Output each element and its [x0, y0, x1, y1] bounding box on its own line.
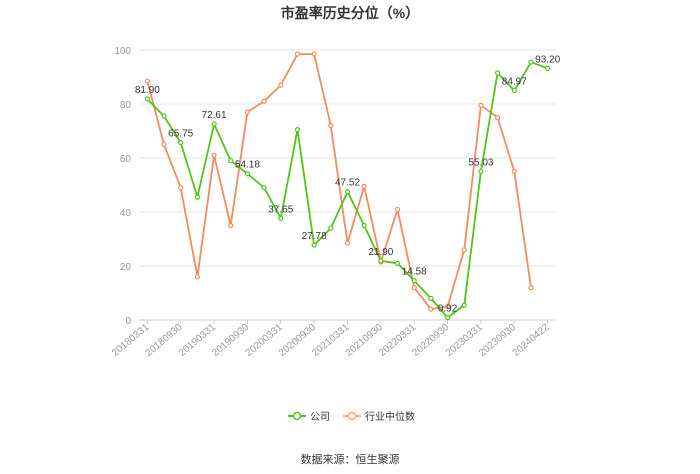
data-label-company: 55.03 — [468, 157, 493, 168]
legend-marker — [292, 411, 302, 421]
y-axis: 0 20 40 60 80 100 — [114, 46, 131, 327]
data-point-industry-median — [144, 78, 150, 84]
data-point-company — [361, 222, 367, 229]
legend-item-industry-median[interactable]: 行业中位数 — [343, 410, 415, 423]
data-point-company — [478, 168, 484, 175]
series-line-industry-median — [146, 53, 532, 311]
legend-marker — [347, 411, 357, 421]
data-label-company: 0.92 — [438, 304, 458, 315]
data-point-company — [278, 215, 284, 221]
y-tick-label: 40 — [120, 208, 132, 219]
data-point-company — [528, 59, 534, 65]
data-point-company — [178, 139, 184, 146]
data-point-industry-median — [361, 183, 367, 189]
data-label-company: 14.58 — [402, 267, 427, 278]
chart-title: 市盈率历史分位（%） — [281, 5, 419, 21]
data-label-company: 27.78 — [302, 231, 327, 242]
data-point-company — [161, 113, 167, 119]
data-point-industry-median — [211, 152, 217, 158]
y-tick-label: 0 — [125, 316, 131, 327]
data-point-company — [411, 278, 417, 284]
data-point-company — [511, 87, 517, 94]
data-label-company: 37.65 — [268, 204, 293, 215]
series-layer — [144, 51, 551, 321]
data-point-industry-median — [328, 122, 334, 129]
data-point-industry-median — [478, 102, 484, 108]
legend-label: 公司 — [310, 412, 330, 423]
data-point-company — [311, 242, 317, 248]
data-label-company: 72.61 — [202, 110, 227, 121]
data-point-company — [144, 96, 150, 102]
data-point-industry-median — [161, 141, 167, 148]
data-point-industry-median — [261, 98, 267, 104]
data-point-industry-median — [244, 109, 251, 115]
data-label-company: 93.20 — [535, 54, 560, 65]
data-point-company — [194, 194, 200, 200]
data-point-company — [344, 189, 351, 195]
data-label-company: 84.97 — [502, 77, 527, 88]
data-point-industry-median — [178, 185, 184, 191]
legend-item-company[interactable]: 公司 — [288, 411, 330, 423]
data-point-company — [244, 171, 251, 177]
data-point-company — [261, 185, 267, 191]
data-point-company — [461, 302, 467, 308]
data-point-company — [211, 121, 217, 127]
data-point-industry-median — [411, 285, 417, 291]
y-tick-label: 20 — [120, 262, 132, 273]
data-point-company — [545, 65, 551, 71]
data-label-company: 54.18 — [235, 160, 260, 171]
data-point-industry-median — [428, 306, 434, 312]
x-axis: 2018033120180930201903312019093020200331… — [110, 319, 556, 359]
data-label-company: 81.90 — [135, 85, 160, 96]
data-label-company: 65.75 — [168, 128, 193, 139]
data-point-company — [294, 127, 301, 133]
data-point-company — [495, 70, 501, 76]
y-tick-label: 80 — [120, 100, 132, 111]
data-label-company: 21.90 — [368, 247, 393, 258]
data-point-industry-median — [394, 206, 401, 212]
data-point-industry-median — [511, 168, 517, 175]
data-point-industry-median — [194, 274, 200, 280]
legend-label: 行业中位数 — [365, 410, 415, 423]
data-point-industry-median — [344, 240, 351, 246]
y-tick-label: 60 — [120, 154, 132, 165]
data-point-industry-median — [228, 222, 234, 229]
source-note: 数据来源：恒生聚源 — [301, 452, 400, 466]
data-labels: 81.90 65.75 72.61 54.18 37.65 27.78 47.52 21.90… — [135, 54, 561, 314]
data-point-industry-median — [528, 285, 534, 291]
data-point-company — [428, 295, 434, 301]
data-label-company: 47.52 — [335, 178, 360, 189]
data-point-company — [444, 314, 451, 321]
data-point-company — [328, 225, 334, 231]
data-point-industry-median — [278, 82, 284, 88]
data-point-industry-median — [311, 51, 317, 57]
x-tick-label: 20240422 — [510, 322, 551, 359]
data-point-company — [228, 158, 234, 164]
data-point-industry-median — [294, 51, 301, 57]
data-point-company — [394, 260, 401, 266]
y-tick-label: 100 — [114, 46, 131, 57]
legend[interactable]: 公司 行业中位数 — [288, 410, 415, 423]
data-point-industry-median — [444, 303, 451, 310]
data-point-industry-median — [495, 114, 501, 121]
data-point-company — [378, 258, 384, 264]
data-point-industry-median — [461, 247, 467, 253]
